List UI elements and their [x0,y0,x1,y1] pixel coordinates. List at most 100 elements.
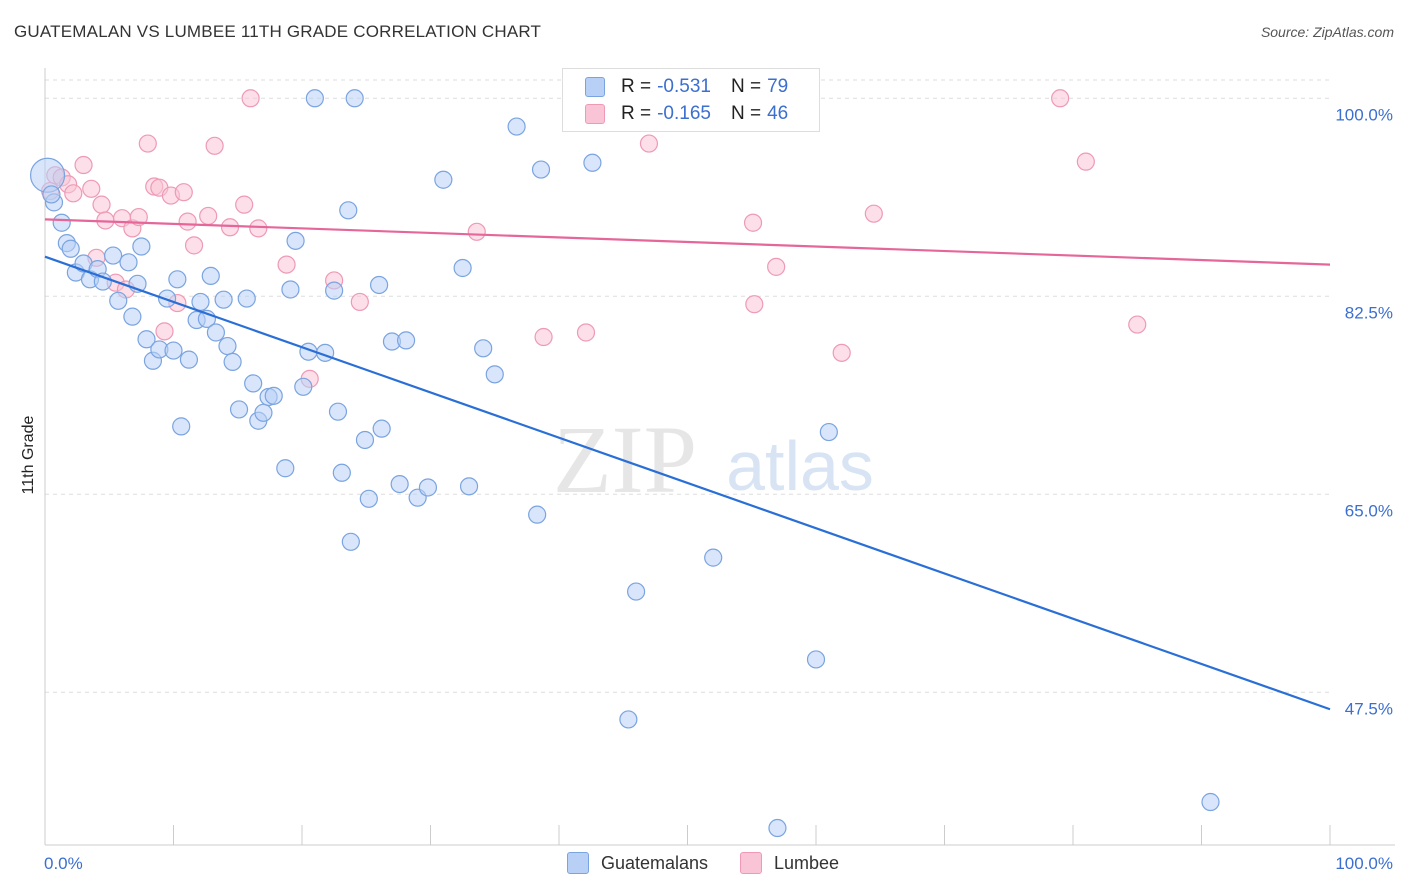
guatemalan-point [93,272,112,291]
guatemalan-point [355,430,375,450]
guatemalan-point [137,330,156,349]
guatemalan-point [294,377,313,396]
legend-row-lumbee: R = -0.165 N = 46 [585,101,788,127]
legend-swatch-lumbee [585,104,605,124]
grid-lines [45,79,1330,693]
legend-item-lumbee[interactable]: Lumbee [740,852,839,874]
lumbee-point [205,136,224,155]
guatemalan-point [229,400,249,419]
correlation-legend: R = -0.531 N = 79 R = -0.165 N = 46 [562,68,820,132]
guatemalan-point [218,336,237,356]
guatemalan-point [583,153,602,172]
guatemalan-point [132,237,151,256]
legend-item-guatemalans[interactable]: Guatemalans [566,852,708,874]
lumbee-point [199,206,218,226]
lumbee-point [241,89,260,108]
guatemalan-point [531,160,551,179]
guatemalan-point [339,201,358,220]
guatemalan-point [42,185,61,204]
lumbee-point [639,134,659,153]
lumbee-point [184,236,204,255]
lumbee-point [64,184,83,203]
guatemalan-point [237,289,256,308]
lumbee-point [350,292,369,312]
guatemalan-point [819,422,838,442]
guatemalan-point [434,170,453,189]
lumbee-trend-line [44,218,1331,266]
legend-n-value: 46 [767,103,789,124]
x-tick-labels: 0.0% 100.0% [44,854,1393,873]
lumbee-point [1128,315,1147,334]
guatemalan-point [325,281,344,300]
lumbee-point [92,195,111,214]
guatemalan-point [768,818,787,838]
guatemalan-point [191,292,210,312]
legend-swatch-lumbee [740,852,762,874]
guatemalan-point [281,280,300,299]
guatemalan-point [396,331,416,350]
guatemalan-point [119,253,138,272]
lumbee-point [82,179,101,198]
guatemalan-point [123,307,142,326]
trend-lines [44,218,1331,711]
guatemalan-point [104,246,123,265]
guatemalan-point [254,403,273,422]
guatemalan-point [345,89,364,108]
guatemalan-point [474,339,493,358]
guatemalan-point [341,532,360,551]
guatemalan-point [359,489,378,508]
zipatlas-watermark: ZIP atlas [553,406,874,513]
guatemalan-point [52,213,71,232]
guatemalan-point [109,291,128,310]
guatemalan-point [244,374,263,393]
legend-r-label: R = [621,76,652,97]
lumbee-point [129,207,148,227]
guatemalan-point [206,323,226,342]
guatemalan-point [372,419,391,438]
guatemalan-point [214,290,233,309]
lumbee-point [235,195,254,214]
legend-swatch-guatemalans [585,77,605,97]
guatemalan-point [305,89,324,108]
legend-n-value: 79 [767,76,789,97]
lumbee-point [1051,89,1070,108]
guatemalan-point [704,548,723,567]
lumbee-point [576,323,596,342]
lumbee-point [864,204,883,223]
guatemalan-point [1201,792,1220,812]
guatemalan-point [286,231,305,250]
guatemalan-point [507,117,526,136]
guatemalan-point [61,239,80,258]
legend-label-guatemalans: Guatemalans [600,852,708,873]
lumbee-point [178,212,197,231]
series-legend: Guatemalans Lumbee [0,852,1406,874]
guatemalan-point [201,266,220,286]
legend-swatch-guatemalans [566,852,589,874]
lumbee-point [277,255,296,274]
y-tick-label: 82.5% [1345,303,1393,322]
legend-n-label: N = [730,76,762,97]
lumbee-point [74,155,93,175]
legend-r-label: R = [621,103,652,124]
guatemalan-point [390,474,409,494]
legend-r-value: -0.531 [657,76,711,97]
guatemalan-point [168,270,187,289]
legend-n-label: N = [730,103,762,124]
guatemalan-point [276,459,295,478]
lumbee-point [220,218,240,237]
lumbee-point [743,213,763,232]
legend-r-value: -0.165 [657,103,711,124]
guatemalan-point [179,350,199,369]
guatemalan-point [223,352,242,371]
lumbee-point [745,295,764,314]
lumbee-point [832,343,851,362]
y-tick-label: 65.0% [1345,501,1393,520]
guatemalan-point [619,710,638,729]
lumbee-point [1076,152,1095,171]
guatemalan-point [418,478,438,497]
guatemalan-point [172,417,191,436]
guatemalan-point [459,477,479,496]
source-label: Source: ZipAtlas.com [1260,24,1394,40]
guatemalan-point [332,463,351,482]
